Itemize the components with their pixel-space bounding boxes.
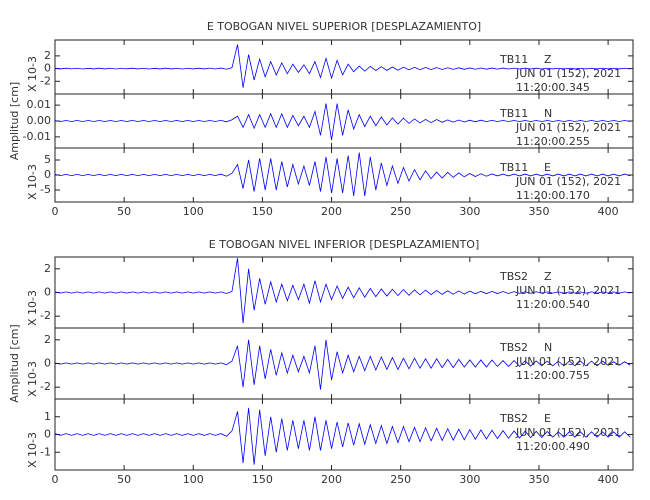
x-tick-label: 250 [390,473,411,486]
y-tick-label: -2 [40,309,51,322]
station-label: TBS2 [499,341,528,354]
date-label: JUN 01 (152), 2021 [515,284,621,297]
y-tick-label: 2 [44,49,51,62]
station-label: TB11 [499,107,528,120]
y-tick-label: -2 [40,74,51,87]
scale-multiplier: X 10-3 [26,432,39,468]
date-label: JUN 01 (152), 2021 [515,121,621,134]
date-label: JUN 01 (152), 2021 [515,175,621,188]
waveform [54,103,631,141]
x-tick-label: 300 [459,473,480,486]
station-label: TBS2 [499,412,528,425]
component-label: N [544,341,552,354]
chart-title: E TOBOGAN NIVEL SUPERIOR [DESPLAZAMIENTO… [207,20,481,33]
component-label: N [544,107,552,120]
y-tick-label: -5 [40,183,51,196]
x-tick-label: 150 [252,205,273,218]
time-label: 11:20:00.170 [516,189,590,202]
station-label: TBS2 [499,270,528,283]
time-label: 11:20:00.345 [516,81,590,94]
station-label: TB11 [499,161,528,174]
y-tick-label: 0 [44,168,51,181]
waveform [54,258,631,324]
y-tick-label: 0.00 [27,114,52,127]
time-label: 11:20:00.255 [516,135,590,148]
waveform [54,407,631,465]
date-label: JUN 01 (152), 2021 [515,67,621,80]
x-tick-label: 0 [52,473,59,486]
time-label: 11:20:00.755 [516,369,590,382]
x-tick-label: 350 [528,205,549,218]
y-axis-label: Amplitud [cm] [8,82,21,160]
component-label: E [544,161,551,174]
y-tick-label: 5 [44,153,51,166]
component-label: E [544,412,551,425]
y-tick-label: 0 [44,62,51,75]
date-label: JUN 01 (152), 2021 [515,355,621,368]
x-tick-label: 200 [321,205,342,218]
y-tick-label: 0.01 [27,98,52,111]
y-tick-label: 1 [44,410,51,423]
y-tick-label: -0.01 [23,130,51,143]
x-tick-label: 300 [459,205,480,218]
waveform [54,152,631,197]
x-tick-label: 0 [52,205,59,218]
x-tick-label: 50 [117,473,131,486]
time-label: 11:20:00.490 [516,440,590,453]
x-tick-label: 350 [528,473,549,486]
x-tick-label: 400 [598,473,619,486]
y-axis-label: Amplitud [cm] [8,324,21,402]
y-tick-label: 2 [44,333,51,346]
y-tick-label: 0 [44,286,51,299]
x-tick-label: 50 [117,205,131,218]
y-tick-label: 2 [44,262,51,275]
x-tick-label: 100 [183,473,204,486]
scale-multiplier: X 10-3 [26,56,39,92]
component-label: Z [544,53,552,66]
station-label: TB11 [499,53,528,66]
y-tick-label: 0 [44,357,51,370]
y-tick-label: -2 [40,380,51,393]
date-label: JUN 01 (152), 2021 [515,426,621,439]
chart-title: E TOBOGAN NIVEL INFERIOR [DESPLAZAMIENTO… [209,238,480,251]
x-tick-label: 400 [598,205,619,218]
y-tick-label: -1 [40,445,51,458]
x-tick-label: 100 [183,205,204,218]
scale-multiplier: X 10-3 [26,290,39,326]
waveform [54,44,631,88]
x-tick-label: 200 [321,473,342,486]
x-tick-label: 250 [390,205,411,218]
waveform [54,339,631,390]
x-tick-label: 150 [252,473,273,486]
y-tick-label: 0 [44,428,51,441]
time-label: 11:20:00.540 [516,298,590,311]
component-label: Z [544,270,552,283]
scale-multiplier: X 10-3 [26,361,39,397]
scale-multiplier: X 10-3 [26,164,39,200]
